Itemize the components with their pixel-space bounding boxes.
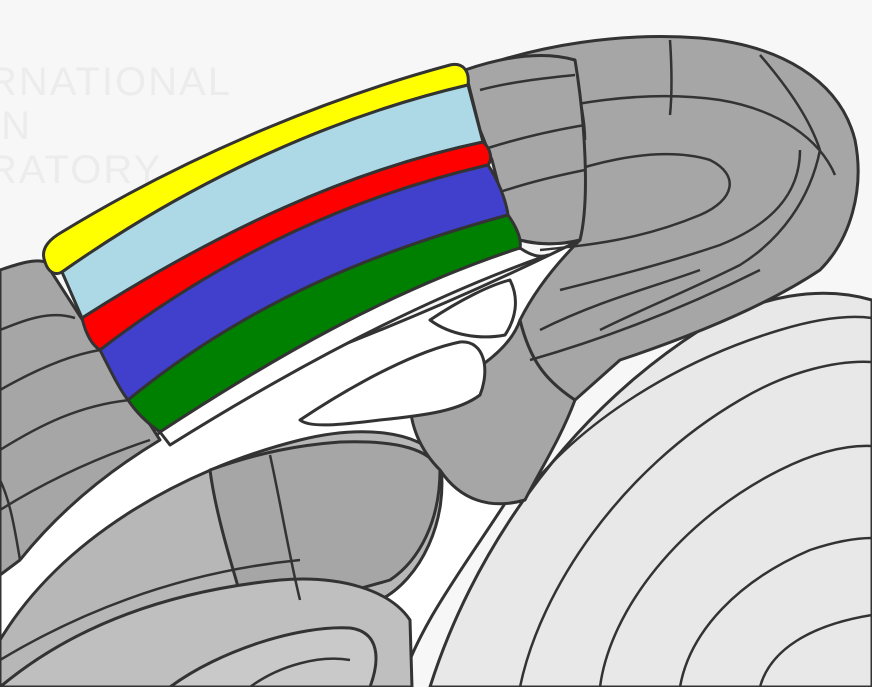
cortex-arch-layer-lines xyxy=(484,39,837,362)
left-cortex-lines xyxy=(0,313,151,561)
central-white-pocket xyxy=(298,340,487,427)
watermark-text: RNATIONAL IN RATORY xyxy=(0,60,232,192)
central-white-pocket-upper xyxy=(428,278,517,339)
light-region xyxy=(428,291,872,687)
light-region-contours xyxy=(518,315,872,687)
central-gray-region xyxy=(408,318,577,506)
corpus-callosum-band xyxy=(158,246,550,447)
deep-structure-core xyxy=(168,626,378,687)
right-cortex-segment xyxy=(463,54,587,246)
left-cortex-strip xyxy=(0,259,162,577)
